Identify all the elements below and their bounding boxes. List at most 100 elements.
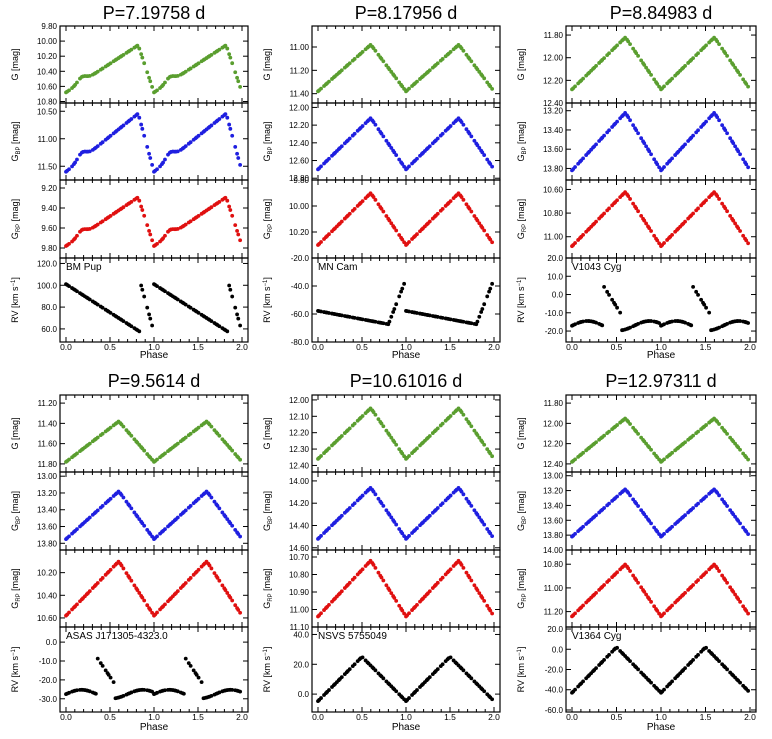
data-point: [212, 50, 217, 55]
data-point: [140, 208, 145, 212]
data-point: [111, 312, 116, 317]
y-tick-label: 10.60: [543, 185, 564, 194]
data-point: [145, 688, 150, 693]
data-point: [317, 613, 322, 618]
data-point: [186, 505, 191, 510]
data-point: [426, 591, 430, 596]
data-point: [103, 668, 108, 673]
data-point: [230, 61, 235, 66]
panel-rp: 10.80 11.00 11.20 GRP [mag]: [516, 549, 757, 628]
data-point: [631, 497, 636, 502]
data-point: [746, 84, 751, 89]
data-point: [400, 84, 405, 89]
data-point: [668, 605, 673, 610]
data-point: [469, 503, 474, 508]
data-point: [686, 663, 691, 667]
data-point: [178, 439, 183, 444]
data-point: [418, 599, 422, 604]
data-point: [342, 510, 347, 515]
x-tick-label: 1.5: [192, 342, 204, 352]
data-point: [325, 310, 329, 315]
y-tick-label: 10.20: [289, 228, 310, 237]
data-point: [482, 153, 487, 157]
y-tick-label: 9.40: [41, 204, 57, 213]
data-point: [333, 682, 337, 686]
data-point: [634, 578, 639, 582]
data-point: [150, 610, 155, 615]
data-point: [744, 529, 749, 534]
data-point: [464, 127, 469, 132]
data-point: [443, 316, 448, 321]
data-point: [681, 668, 686, 672]
data-point: [597, 663, 602, 667]
data-point: [605, 580, 610, 584]
data-point: [482, 598, 487, 603]
data-point: [397, 233, 402, 237]
data-point: [202, 491, 207, 496]
data-point: [350, 664, 355, 669]
panel-g: 12.00 12.10 12.20 12.30 12.40 G [mag]: [262, 394, 501, 473]
data-point: [158, 86, 162, 90]
data-point: [333, 74, 337, 79]
y-tick-label: 10.80: [289, 571, 310, 580]
data-point: [418, 77, 422, 81]
data-point: [644, 144, 649, 149]
data-point: [158, 455, 162, 460]
data-point: [379, 321, 384, 325]
data-point: [621, 418, 626, 422]
data-point: [467, 321, 472, 325]
data-point: [363, 47, 368, 52]
data-point: [621, 652, 626, 657]
y-axis-label-rp: GRP [mag]: [10, 568, 22, 608]
data-point: [639, 508, 644, 513]
data-point: [363, 318, 368, 322]
data-point: [81, 150, 85, 154]
data-point: [220, 510, 225, 515]
data-point: [636, 209, 640, 214]
data-point: [394, 442, 399, 447]
data-point: [418, 523, 422, 528]
data-point: [467, 131, 472, 136]
data-point: [702, 121, 707, 126]
data-point: [571, 167, 576, 172]
data-point: [233, 603, 238, 608]
data-point: [438, 133, 443, 138]
y-tick-label: 12.30: [289, 445, 310, 454]
data-point: [485, 447, 490, 452]
data-point: [119, 206, 124, 211]
data-point: [381, 209, 386, 214]
data-point: [725, 209, 729, 214]
data-point: [702, 45, 707, 50]
data-point: [225, 46, 230, 51]
data-point: [119, 694, 124, 699]
data-point: [723, 501, 728, 506]
data-point: [333, 150, 337, 155]
data-point: [626, 419, 631, 424]
y-tick-label: 11.60: [38, 440, 58, 449]
x-tick-label: 1.5: [444, 712, 456, 722]
y-tick-label: 20.0: [547, 254, 563, 263]
data-point: [135, 440, 140, 445]
data-point: [333, 520, 337, 525]
data-point: [699, 203, 704, 208]
data-point: [482, 228, 487, 233]
data-point: [673, 522, 678, 526]
data-point: [127, 201, 132, 206]
data-point: [647, 678, 652, 683]
data-point: [373, 565, 378, 570]
star-chart-3: P=9.5614 d 11.20 11.40 11.60 11.80 G [mag] 13.…: [10, 371, 249, 733]
data-point: [183, 656, 188, 661]
data-point: [174, 517, 178, 522]
data-point: [472, 63, 477, 68]
data-point: [642, 512, 647, 517]
data-point: [194, 215, 199, 220]
data-point: [710, 489, 715, 493]
data-point: [681, 144, 686, 149]
data-point: [384, 679, 389, 684]
data-point: [430, 672, 435, 677]
data-point: [639, 213, 644, 218]
data-point: [720, 425, 725, 430]
data-point: [191, 307, 196, 312]
data-point: [485, 233, 490, 237]
data-point: [642, 673, 647, 678]
